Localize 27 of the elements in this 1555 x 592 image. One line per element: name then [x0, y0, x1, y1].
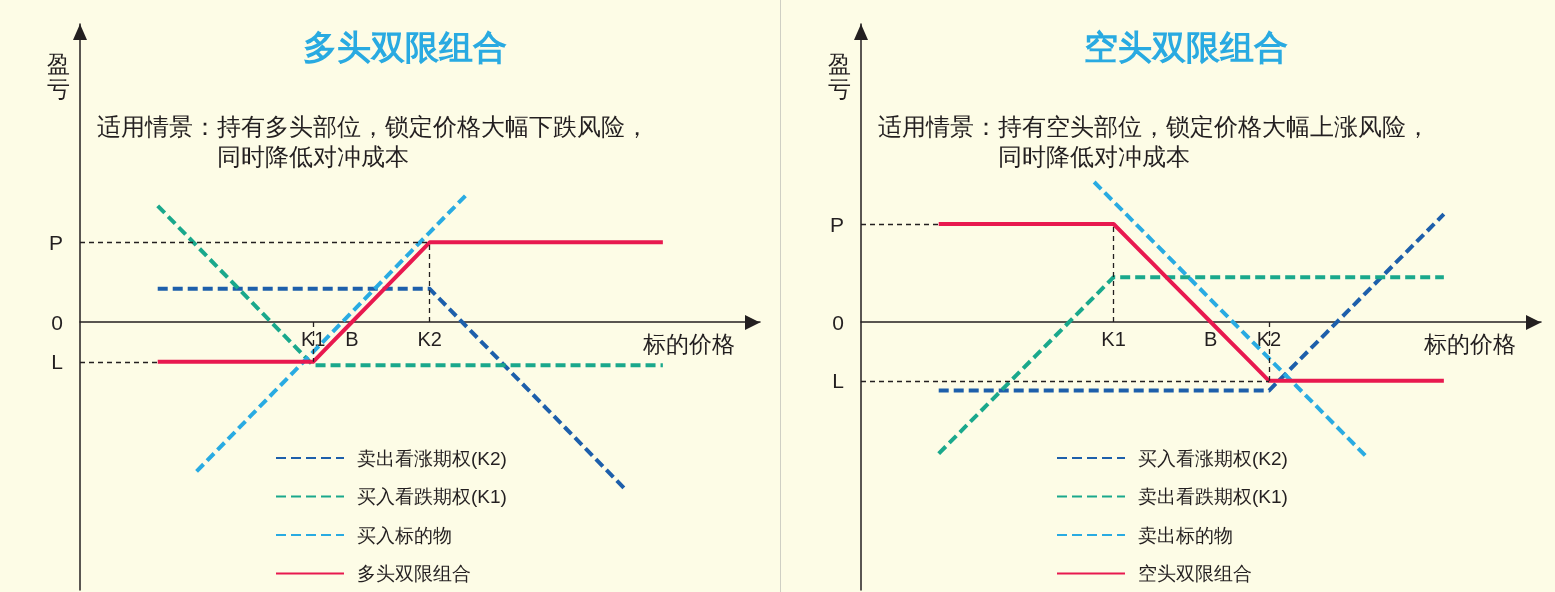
text: 0 [51, 310, 63, 334]
y-axis-title: 盈亏 [827, 50, 851, 102]
x-axis-title: 标的价格 [642, 331, 735, 357]
x-tick-label: K2 [417, 328, 442, 350]
legend-label: 买入标的物 [357, 524, 452, 546]
x-tick-label: K1 [1101, 328, 1126, 350]
legend-label: 买入看跌期权(K1) [357, 486, 507, 507]
x-tick-label: B [1204, 328, 1218, 350]
legend-label: 多头双限组合 [357, 563, 471, 584]
ref-line-label: P [829, 212, 844, 236]
text: 0 [832, 310, 844, 334]
chart-subtitle: 适用情景：持有多头部位，锁定价格大幅下跌风险，同时降低对冲成本 [97, 114, 649, 170]
legend-label: 卖出看跌期权(K1) [1138, 486, 1288, 507]
legend-label: 买入看涨期权(K2) [1138, 447, 1288, 469]
x-axis-title: 标的价格 [1423, 331, 1516, 357]
ref-line-label: L [51, 350, 63, 374]
x-tick-label: B [345, 328, 359, 350]
chart-title: 多头双限组合 [303, 27, 507, 67]
legend-label: 卖出标的物 [1138, 524, 1233, 546]
chart-title: 空头双限组合 [1084, 27, 1288, 67]
y-axis-title: 盈亏 [46, 50, 70, 102]
legend-label: 卖出看涨期权(K2) [357, 447, 507, 469]
chart-subtitle: 适用情景：持有空头部位，锁定价格大幅上涨风险，同时降低对冲成本 [878, 114, 1430, 170]
ref-line-label: P [48, 230, 63, 254]
x-tick-label: K2 [1256, 328, 1282, 350]
legend-label: 空头双限组合 [1138, 563, 1252, 584]
ref-line-label: L [832, 369, 844, 393]
